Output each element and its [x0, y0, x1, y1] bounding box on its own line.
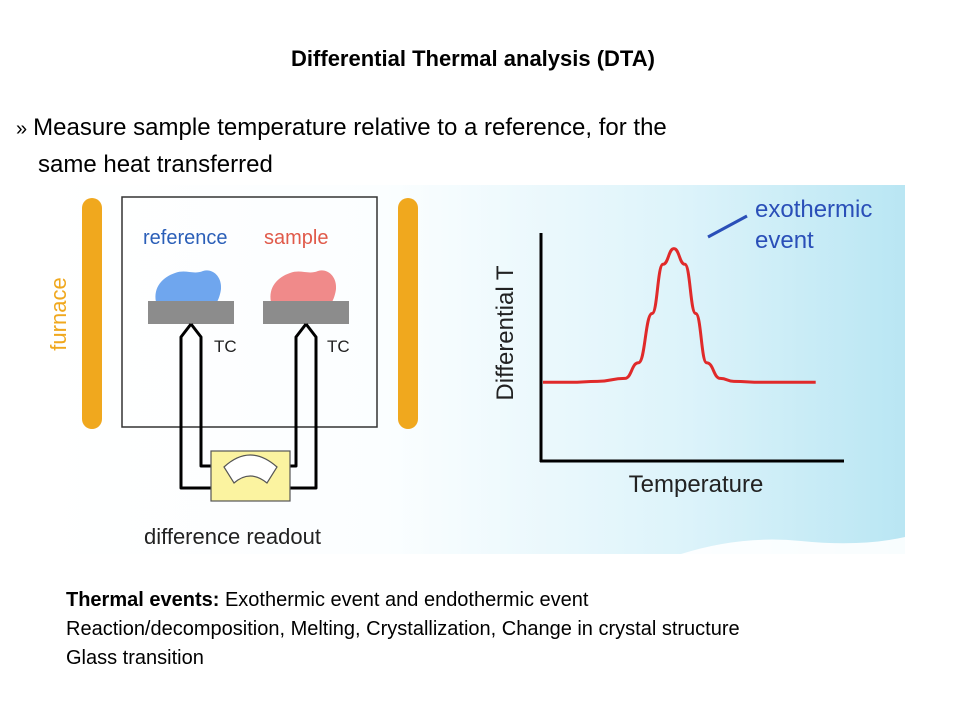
annotation-pointer: [707, 214, 748, 239]
readout-label: difference readout: [144, 524, 321, 549]
furnace-label: furnace: [46, 277, 71, 350]
x-axis-label: Temperature: [629, 471, 764, 498]
events-heading: Thermal events:: [66, 589, 220, 611]
sample-pan: [263, 301, 349, 324]
events-line-2: Reaction/decomposition, Melting, Crystal…: [66, 618, 740, 640]
events-line-1: Thermal events: Exothermic event and end…: [66, 586, 740, 615]
sample-blob: [270, 270, 337, 302]
bullet-marker: »: [16, 118, 28, 140]
reference-label: reference: [143, 227, 228, 249]
tc-right-label: TC: [327, 337, 350, 356]
slide-title: Differential Thermal analysis (DTA): [291, 46, 655, 71]
sample-label: sample: [264, 227, 328, 249]
readout-dial-icon: [223, 454, 278, 484]
dta-chart: Differential T Temperature exothermic ev…: [492, 196, 872, 498]
dta-figure: furnace reference sample TC TC differenc…: [41, 185, 905, 554]
annotation-line-2: event: [755, 227, 814, 254]
furnace-bar-left: [82, 198, 102, 429]
tc-left-label: TC: [214, 337, 237, 356]
furnace-bar-right: [398, 198, 418, 429]
events-line-3: Glass transition: [66, 647, 204, 669]
events-line-1-text: Exothermic event and endothermic event: [219, 589, 589, 611]
sample-cell-box: [121, 196, 378, 428]
thermocouple-left-wire: [179, 323, 211, 490]
dta-diagram-svg: furnace reference sample TC TC differenc…: [46, 196, 905, 554]
bullet-line-2: same heat transferred: [38, 151, 273, 178]
thermocouple-right-wire: [290, 323, 318, 490]
reference-blob: [155, 270, 222, 302]
bullet-point: » Measure sample temperature relative to …: [16, 110, 667, 183]
reference-pan: [148, 301, 234, 324]
dta-curve: [542, 247, 816, 384]
annotation-line-1: exothermic: [755, 196, 872, 223]
y-axis-label: Differential T: [492, 265, 519, 401]
bullet-line-1: Measure sample temperature relative to a…: [33, 114, 667, 141]
thermal-events-text: Thermal events: Exothermic event and end…: [66, 586, 740, 673]
wave-decoration: [681, 537, 905, 554]
